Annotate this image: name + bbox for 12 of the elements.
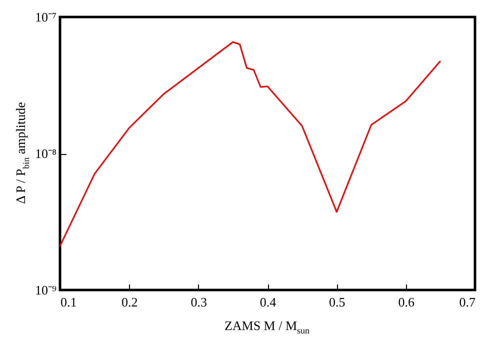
x-tick-label: 0.1 bbox=[60, 294, 77, 310]
x-tick-label: 0.2 bbox=[122, 294, 138, 310]
x-tick-label: 0.3 bbox=[190, 294, 207, 310]
y-tick-label: 10⁻⁸ bbox=[34, 146, 57, 161]
x-tick-label: 0.4 bbox=[260, 294, 277, 310]
x-tick-label: 0.7 bbox=[459, 294, 476, 310]
y-tick-label: 10⁻⁷ bbox=[34, 10, 56, 24]
x-tick-label: 0.6 bbox=[398, 294, 415, 310]
line-series bbox=[59, 41, 442, 247]
y-tick-label: 10⁻⁹ bbox=[34, 282, 57, 298]
x-tick-label: 0.5 bbox=[329, 294, 346, 310]
x-axis-title: ZAMS M / M$_{sun}$ bbox=[224, 318, 310, 336]
